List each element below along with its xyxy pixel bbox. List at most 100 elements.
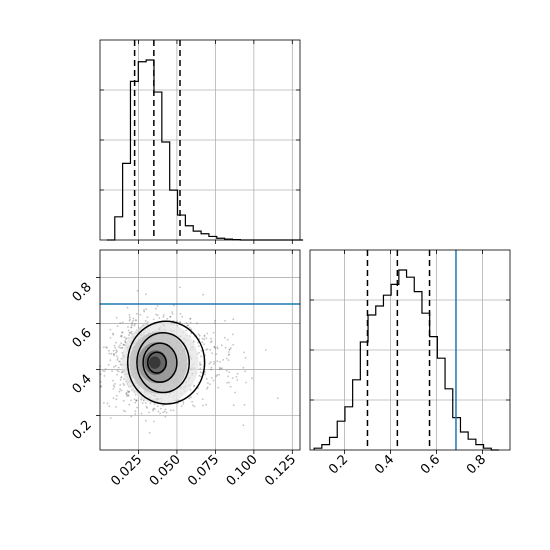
scatter-point bbox=[104, 368, 107, 370]
scatter-point bbox=[228, 381, 230, 384]
scatter-point bbox=[224, 320, 226, 322]
scatter-point bbox=[115, 394, 118, 397]
scatter-point bbox=[211, 352, 214, 355]
scatter-point bbox=[122, 399, 125, 402]
scatter-point bbox=[128, 334, 131, 337]
scatter-point bbox=[214, 319, 216, 322]
scatter-point bbox=[159, 412, 162, 415]
scatter-point bbox=[218, 373, 221, 376]
scatter-point bbox=[144, 320, 147, 322]
scatter-point bbox=[205, 337, 208, 339]
scatter-point bbox=[276, 397, 279, 400]
scatter-point bbox=[206, 332, 209, 335]
scatter-point bbox=[228, 353, 231, 356]
scatter-point bbox=[118, 360, 120, 363]
scatter-point bbox=[148, 411, 151, 414]
scatter-point bbox=[208, 362, 211, 365]
scatter-point bbox=[193, 340, 195, 342]
scatter-point bbox=[204, 371, 207, 373]
scatter-point bbox=[202, 293, 205, 296]
scatter-point bbox=[156, 314, 159, 317]
scatter-point bbox=[203, 334, 206, 337]
scatter-point bbox=[219, 367, 222, 370]
scatter-point bbox=[203, 335, 206, 338]
scatter-point bbox=[199, 363, 201, 366]
scatter-point bbox=[115, 341, 117, 344]
scatter-point bbox=[218, 366, 221, 369]
scatter-point bbox=[188, 327, 191, 329]
scatter-point bbox=[136, 406, 139, 409]
scatter-point bbox=[130, 324, 133, 327]
scatter-point bbox=[193, 384, 195, 387]
scatter-point bbox=[164, 415, 167, 418]
scatter-point bbox=[210, 340, 213, 343]
scatter-point bbox=[126, 390, 129, 392]
scatter-point bbox=[179, 321, 181, 323]
scatter-point bbox=[213, 345, 216, 348]
scatter-point bbox=[209, 348, 212, 351]
scatter-point bbox=[124, 338, 127, 340]
scatter-point bbox=[109, 417, 112, 419]
scatter-point bbox=[206, 387, 208, 390]
scatter-point bbox=[205, 378, 208, 380]
scatter-point bbox=[190, 396, 192, 398]
scatter-point bbox=[114, 383, 116, 385]
scatter-point bbox=[218, 368, 221, 371]
scatter-point bbox=[197, 333, 200, 336]
scatter-point bbox=[146, 316, 149, 319]
scatter-point bbox=[228, 348, 231, 351]
scatter-point bbox=[119, 322, 122, 324]
scatter-point bbox=[112, 397, 115, 399]
scatter-point bbox=[224, 346, 227, 349]
scatter-point bbox=[108, 405, 111, 408]
scatter-point bbox=[157, 410, 160, 413]
scatter-point bbox=[133, 398, 136, 401]
scatter-point bbox=[201, 398, 204, 400]
scatter-point bbox=[119, 379, 122, 381]
contour-2 bbox=[136, 332, 190, 394]
scatter-point bbox=[192, 404, 194, 407]
scatter-point bbox=[119, 344, 121, 347]
scatter-point bbox=[200, 363, 202, 366]
scatter-point bbox=[136, 312, 138, 315]
scatter-point bbox=[123, 378, 125, 380]
scatter-point bbox=[232, 318, 235, 321]
scatter-point bbox=[176, 320, 178, 323]
scatter-point bbox=[116, 373, 118, 376]
scatter-point bbox=[128, 331, 131, 334]
scatter-point bbox=[185, 322, 188, 324]
scatter-point bbox=[191, 400, 194, 403]
scatter-point bbox=[103, 346, 105, 349]
scatter-point bbox=[121, 346, 124, 349]
hist-y-step bbox=[313, 269, 499, 451]
scatter-point bbox=[171, 311, 174, 313]
scatter-point bbox=[120, 334, 123, 337]
scatter-point bbox=[203, 338, 206, 341]
scatter-y-label-0: 0.2 bbox=[70, 418, 95, 443]
scatter-point bbox=[115, 406, 117, 408]
scatter-point bbox=[226, 382, 229, 384]
scatter-point bbox=[209, 361, 212, 364]
hist-y-x-label-2: 0.6 bbox=[418, 452, 443, 477]
scatter-point bbox=[228, 371, 231, 373]
scatter-point bbox=[136, 289, 139, 292]
hist-x-step bbox=[106, 59, 304, 241]
scatter-point bbox=[216, 346, 219, 348]
scatter-point bbox=[143, 310, 146, 313]
scatter-point bbox=[127, 391, 130, 394]
scatter-point bbox=[162, 411, 165, 414]
scatter-point bbox=[113, 353, 116, 356]
scatter-point bbox=[202, 404, 204, 407]
scatter-point bbox=[189, 317, 192, 320]
scatter-point bbox=[196, 392, 199, 395]
scatter-point bbox=[121, 331, 123, 334]
scatter-point bbox=[132, 319, 135, 322]
scatter-point bbox=[227, 375, 230, 378]
scatter-point bbox=[122, 343, 125, 346]
scatter-point bbox=[196, 322, 199, 325]
scatter-point bbox=[231, 377, 234, 379]
scatter-point bbox=[213, 322, 216, 325]
scatter-point bbox=[153, 420, 155, 423]
scatter-point bbox=[120, 376, 123, 378]
